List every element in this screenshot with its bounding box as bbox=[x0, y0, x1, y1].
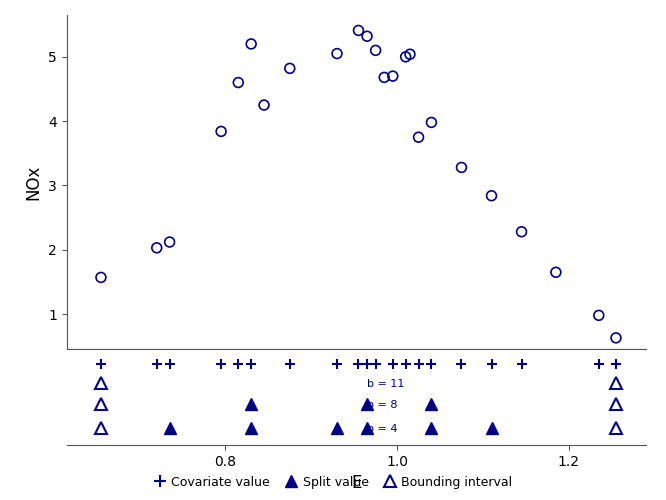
Point bbox=[405, 50, 416, 58]
Point bbox=[216, 128, 226, 136]
Point bbox=[332, 50, 342, 58]
Point bbox=[233, 78, 244, 86]
Point bbox=[426, 118, 437, 126]
Point bbox=[246, 40, 256, 48]
Text: b = 8: b = 8 bbox=[367, 400, 398, 410]
Point bbox=[379, 74, 390, 82]
Legend: Covariate value, Split value, Bounding interval: Covariate value, Split value, Bounding i… bbox=[149, 471, 517, 494]
Point bbox=[388, 72, 398, 80]
Text: b = 11: b = 11 bbox=[367, 379, 404, 389]
Point bbox=[516, 228, 527, 235]
Point bbox=[551, 268, 561, 276]
Point bbox=[362, 32, 372, 40]
Point bbox=[611, 334, 621, 342]
Text: b = 4: b = 4 bbox=[367, 424, 398, 434]
Point bbox=[96, 274, 107, 281]
Point bbox=[353, 26, 364, 34]
Point bbox=[151, 244, 162, 252]
Point bbox=[258, 101, 269, 109]
Point bbox=[486, 192, 497, 200]
Point bbox=[456, 164, 467, 172]
Y-axis label: NOx: NOx bbox=[25, 164, 43, 200]
Point bbox=[284, 64, 295, 72]
Point bbox=[400, 53, 411, 61]
Point bbox=[165, 238, 175, 246]
Point bbox=[370, 46, 381, 54]
Point bbox=[413, 133, 424, 141]
Point bbox=[593, 312, 604, 320]
X-axis label: E: E bbox=[351, 474, 362, 492]
